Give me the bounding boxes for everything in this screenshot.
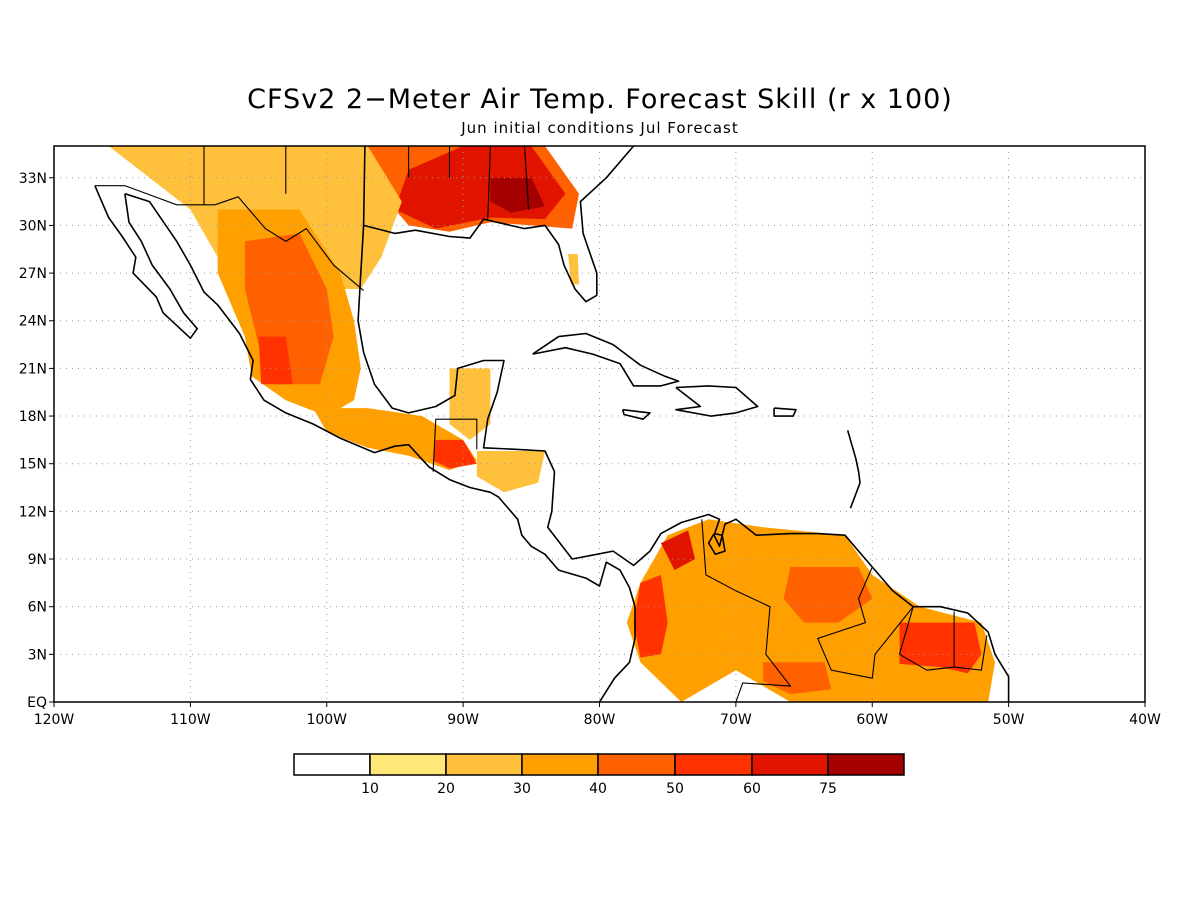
skill-region-guatemala bbox=[433, 439, 477, 469]
x-tick-label: 80W bbox=[584, 712, 616, 728]
colorbar-label: 75 bbox=[819, 781, 837, 797]
colorbar-label: 50 bbox=[666, 781, 684, 797]
y-tick-label: 15N bbox=[19, 457, 47, 473]
y-tick-label: 27N bbox=[19, 266, 47, 282]
coastline-mexico-central-america-atlantic bbox=[357, 225, 1010, 702]
y-tick-label: 12N bbox=[19, 504, 47, 520]
skill-region-venezuela-east bbox=[783, 567, 873, 623]
y-axis-ticks: EQ 3N 6N 9N 12N 15N 18N 21N 24N 27N 30N 33N bbox=[19, 171, 54, 711]
colorbar-label: 20 bbox=[437, 781, 455, 797]
coastline-hispaniola bbox=[675, 385, 759, 417]
colorbar-label: 30 bbox=[513, 781, 531, 797]
x-tick-label: 120W bbox=[34, 712, 75, 728]
skill-region-colombia-west bbox=[633, 574, 668, 658]
colorbar-label: 10 bbox=[361, 781, 379, 797]
border-guianas-borders bbox=[898, 606, 955, 671]
y-tick-label: 21N bbox=[19, 361, 47, 377]
x-axis-ticks: 120W 110W 100W 90W 80W 70W 60W 50W 40W bbox=[34, 702, 1161, 728]
coastline-us-gulf-coast bbox=[362, 146, 635, 303]
skill-region-honduras bbox=[476, 451, 545, 493]
border-central-america-borders bbox=[432, 418, 478, 472]
colorbar-swatch bbox=[597, 753, 676, 776]
border-us-mexico-border bbox=[94, 185, 364, 292]
border-colombia-venezuela bbox=[701, 519, 792, 702]
skill-region-southeast-us-peak bbox=[490, 177, 545, 213]
y-tick-label: 18N bbox=[19, 409, 47, 425]
y-tick-label: 24N bbox=[19, 314, 47, 330]
skill-region-venezuela-south bbox=[763, 662, 832, 695]
coastline-lake-maracaibo bbox=[707, 532, 726, 556]
y-tick-label: 30N bbox=[19, 218, 47, 234]
skill-region-guianas bbox=[899, 622, 982, 674]
map-subtitle: Jun initial conditions Jul Forecast bbox=[461, 119, 739, 137]
colorbar-swatch bbox=[445, 753, 523, 776]
coastline-baja-california bbox=[94, 185, 198, 340]
skill-region-west-mexico-hotspot bbox=[258, 336, 293, 385]
border-us-state-lines-6 bbox=[523, 146, 530, 210]
colorbar-swatch bbox=[521, 753, 599, 776]
colorbar-label: 40 bbox=[589, 781, 607, 797]
x-tick-label: 110W bbox=[170, 712, 211, 728]
x-tick-label: 90W bbox=[447, 712, 479, 728]
skill-region-florida bbox=[568, 254, 579, 285]
skill-region-yucatan bbox=[449, 368, 491, 440]
y-tick-label: EQ bbox=[27, 695, 47, 711]
colorbar-swatch bbox=[369, 753, 447, 776]
x-tick-label: 40W bbox=[1129, 712, 1161, 728]
coastline-puerto-rico bbox=[773, 407, 797, 417]
y-tick-label: 3N bbox=[28, 647, 47, 663]
colorbar-swatch bbox=[827, 753, 905, 776]
x-tick-label: 60W bbox=[856, 712, 888, 728]
border-venezuela-guyana bbox=[816, 566, 914, 679]
coastline-cuba bbox=[532, 332, 680, 387]
coastline-lesser-antilles bbox=[846, 430, 861, 509]
colorbar-label: 60 bbox=[743, 781, 761, 797]
border-guianas-borders-2 bbox=[954, 635, 988, 671]
skill-region-colombia-north bbox=[660, 530, 695, 571]
coastlines bbox=[94, 146, 1010, 702]
y-tick-label: 33N bbox=[19, 171, 47, 187]
border-us-state-lines-5 bbox=[487, 146, 491, 221]
country-borders bbox=[94, 146, 988, 702]
y-tick-label: 6N bbox=[28, 600, 47, 616]
colorbar-swatch bbox=[751, 753, 829, 776]
x-tick-label: 70W bbox=[720, 712, 752, 728]
x-tick-label: 100W bbox=[306, 712, 347, 728]
map-title: CFSv2 2−Meter Air Temp. Forecast Skill (… bbox=[247, 84, 953, 115]
colorbar-swatch bbox=[674, 753, 753, 776]
colorbar-swatch bbox=[293, 753, 371, 776]
x-tick-label: 50W bbox=[993, 712, 1025, 728]
y-tick-label: 9N bbox=[28, 552, 47, 568]
color-bar: 10 20 30 40 50 60 75 bbox=[293, 753, 905, 797]
coastline-mexico-central-america-pacific bbox=[124, 192, 636, 702]
coastline-jamaica bbox=[621, 408, 651, 421]
